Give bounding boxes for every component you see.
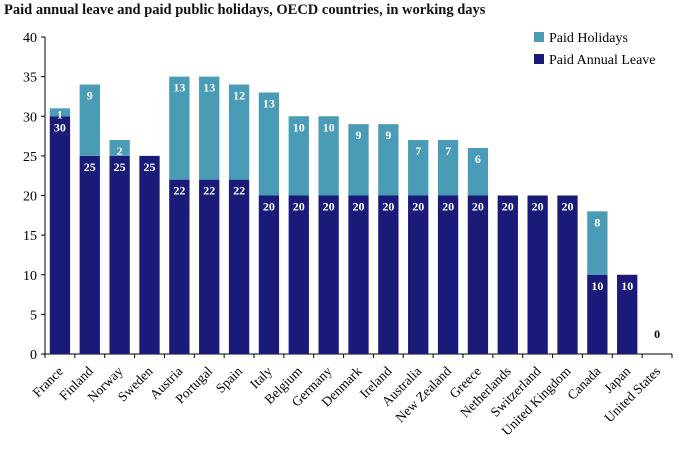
bar-paid-annual-leave: [348, 195, 369, 354]
data-label-annual-leave: 20: [382, 200, 394, 214]
legend-label: Paid Annual Leave: [549, 53, 656, 68]
y-tick-label: 25: [23, 150, 37, 165]
bar-paid-holidays: [378, 124, 399, 196]
bar-paid-annual-leave: [139, 155, 160, 354]
bar-paid-holidays: [318, 116, 339, 196]
bar-paid-annual-leave: [617, 274, 638, 354]
data-label-annual-leave: 20: [472, 200, 484, 214]
bar-paid-holidays: [348, 124, 369, 196]
data-label-annual-leave: 25: [114, 160, 126, 174]
data-label-holidays: 9: [87, 89, 93, 103]
bar-paid-holidays: [49, 108, 71, 117]
bar-paid-holidays: [437, 140, 459, 196]
bar-paid-annual-leave: [318, 195, 339, 354]
data-label-annual-leave: 20: [353, 200, 365, 214]
y-tick-label: 5: [30, 308, 37, 323]
bar-paid-annual-leave: [378, 195, 399, 354]
data-label-annual-leave: 20: [323, 200, 335, 214]
data-label-holidays: 8: [594, 215, 600, 229]
bar-paid-annual-leave: [437, 195, 459, 354]
bar-paid-annual-leave: [467, 195, 489, 354]
bar-paid-annual-leave: [49, 116, 71, 354]
x-category-label: Canada: [564, 364, 603, 403]
bar-paid-annual-leave: [79, 155, 100, 354]
data-label-holidays: 13: [203, 81, 215, 95]
bar-paid-holidays: [109, 140, 130, 156]
y-tick-label: 30: [23, 110, 37, 125]
data-label-annual-leave: 22: [203, 184, 215, 198]
y-tick-label: 0: [30, 348, 37, 363]
data-label-annual-leave: 22: [233, 184, 245, 198]
y-tick-label: 35: [23, 71, 37, 86]
chart-title: Paid annual leave and paid public holida…: [4, 2, 486, 18]
data-label-holidays: 10: [293, 120, 305, 134]
data-label-annual-leave: 10: [621, 279, 633, 293]
bar-paid-holidays: [258, 92, 280, 196]
data-label-annual-leave: 22: [173, 184, 185, 198]
bar-paid-holidays: [288, 116, 309, 196]
bar-paid-annual-leave: [169, 179, 190, 354]
data-label-holidays: 10: [323, 120, 335, 134]
x-category-label: Spain: [213, 363, 246, 396]
data-label-holidays: 9: [385, 128, 391, 142]
bar-paid-holidays: [408, 140, 429, 196]
data-label-annual-leave: 20: [412, 200, 424, 214]
data-label-holidays: 6: [475, 152, 481, 166]
y-tick-label: 20: [23, 190, 37, 205]
bar-paid-annual-leave: [258, 195, 280, 354]
data-label-holidays: 12: [233, 89, 245, 103]
bar-paid-holidays: [79, 84, 100, 156]
bar-paid-annual-leave: [288, 195, 309, 354]
data-label-holidays: 2: [117, 144, 123, 158]
data-label-annual-leave: 20: [562, 200, 574, 214]
bar-paid-holidays: [587, 211, 608, 275]
bar-paid-annual-leave: [228, 179, 250, 354]
bar-paid-annual-leave: [199, 179, 220, 354]
data-label-annual-leave: 20: [502, 200, 514, 214]
data-label-annual-leave: 20: [263, 200, 275, 214]
bar-paid-annual-leave: [497, 195, 518, 354]
bar-paid-annual-leave: [587, 274, 608, 354]
data-label-annual-leave: 10: [591, 279, 603, 293]
data-label-holidays: 1: [57, 107, 63, 121]
y-tick-label: 10: [23, 269, 37, 284]
bar-paid-annual-leave: [557, 195, 578, 354]
legend-swatch: [534, 54, 544, 64]
data-label-annual-leave: 20: [293, 200, 305, 214]
data-label-holidays: 13: [173, 81, 185, 95]
data-label-holidays: 13: [263, 96, 275, 110]
legend-swatch: [534, 32, 544, 42]
bar-paid-holidays: [467, 147, 489, 196]
data-label-holidays: 7: [445, 144, 451, 158]
bar-paid-annual-leave: [408, 195, 429, 354]
data-label-holidays: 9: [356, 128, 362, 142]
bar-paid-holidays: [228, 84, 250, 180]
y-tick-label: 15: [23, 229, 37, 244]
bar-paid-annual-leave: [109, 155, 130, 354]
data-label-annual-leave: 25: [144, 160, 156, 174]
bar-paid-holidays: [169, 76, 190, 180]
data-label-annual-leave: 0: [654, 327, 660, 341]
bar-paid-annual-leave: [527, 195, 548, 354]
data-label-holidays: 7: [415, 144, 421, 158]
y-tick-label: 40: [23, 31, 37, 46]
legend-label: Paid Holidays: [549, 31, 628, 46]
data-label-annual-leave: 30: [54, 120, 66, 134]
data-label-annual-leave: 20: [532, 200, 544, 214]
bar-paid-holidays: [199, 76, 220, 180]
data-label-annual-leave: 25: [84, 160, 96, 174]
data-label-annual-leave: 20: [442, 200, 454, 214]
